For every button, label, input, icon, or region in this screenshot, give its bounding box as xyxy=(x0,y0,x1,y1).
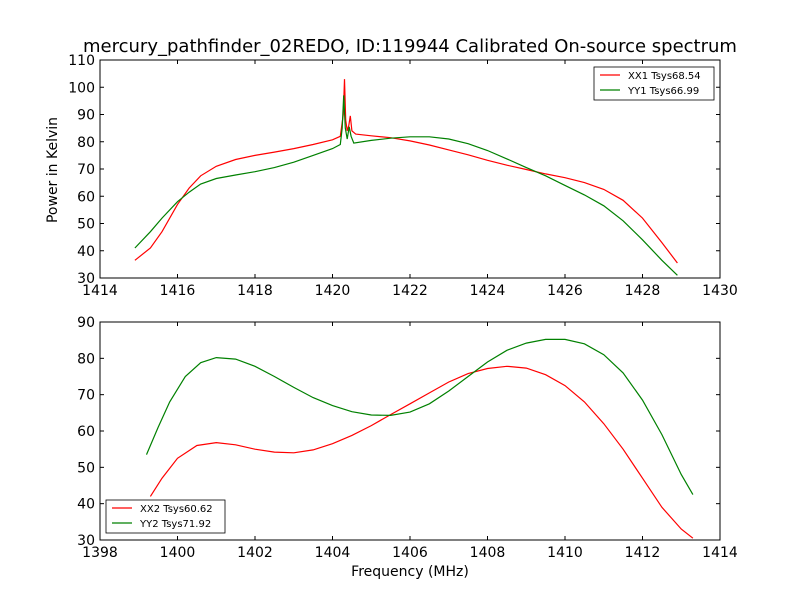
y-tick-label: 100 xyxy=(68,80,95,96)
x-tick-label: 1416 xyxy=(160,283,196,299)
chart-title: mercury_pathfinder_02REDO, ID:119944 Cal… xyxy=(83,36,737,57)
y-tick-label: 40 xyxy=(77,497,95,513)
x-tick-label: 1428 xyxy=(625,283,661,299)
legend-label: XX2 Tsys60.62 xyxy=(140,504,213,515)
x-tick-label: 1406 xyxy=(392,545,428,561)
x-tick-label: 1404 xyxy=(315,545,351,561)
x-axis-label: Frequency (MHz) xyxy=(351,564,469,580)
series-line-yy1 xyxy=(134,95,678,276)
x-tick-label: 1430 xyxy=(702,283,738,299)
x-tick-label: 1414 xyxy=(82,283,118,299)
x-tick-label: 1410 xyxy=(547,545,583,561)
y-tick-label: 50 xyxy=(77,217,95,233)
x-tick-label: 1426 xyxy=(547,283,583,299)
x-tick-label: 1412 xyxy=(625,545,661,561)
legend: XX1 Tsys68.54 YY1 Tsys66.99 xyxy=(593,66,715,101)
top-panel: 1414 1416 1418 1420 1422 1424 1426 1428 1430 30 40… xyxy=(68,53,738,299)
y-tick-label: 80 xyxy=(77,135,95,151)
series-line-xx1 xyxy=(134,79,678,264)
y-tick-label: 70 xyxy=(77,388,95,404)
legend-box xyxy=(593,66,715,101)
y-tick-label: 90 xyxy=(77,315,95,331)
x-tick-label: 1398 xyxy=(82,545,118,561)
x-tick-label: 1420 xyxy=(315,283,351,299)
x-tick-label: 1424 xyxy=(470,283,506,299)
y-tick-label: 30 xyxy=(77,533,95,549)
bottom-panel: 1398 1400 1402 1404 1406 1408 1410 1412 1414 30 40… xyxy=(77,315,738,561)
y-tick-label: 50 xyxy=(77,460,95,476)
legend-label: YY2 Tsys71.92 xyxy=(139,519,211,530)
y-tick-label: 110 xyxy=(68,53,95,69)
legend-label: YY1 Tsys66.99 xyxy=(627,86,699,97)
legend-label: XX1 Tsys68.54 xyxy=(628,71,701,82)
y-axis-label: Power in Kelvin xyxy=(45,117,61,223)
legend: XX2 Tsys60.62 YY2 Tsys71.92 xyxy=(105,499,226,534)
legend-box xyxy=(105,499,226,534)
series-line-yy2 xyxy=(145,338,694,495)
y-tick-label: 60 xyxy=(77,189,95,205)
y-tick-label: 30 xyxy=(77,271,95,287)
y-tick-label: 80 xyxy=(77,351,95,367)
x-tick-label: 1422 xyxy=(392,283,428,299)
x-tick-label: 1402 xyxy=(237,545,273,561)
y-tick-label: 40 xyxy=(77,244,95,260)
x-tick-label: 1418 xyxy=(237,283,273,299)
y-tick-label: 60 xyxy=(77,424,95,440)
y-tick-label: 70 xyxy=(77,162,95,178)
series-line-xx2 xyxy=(149,365,694,539)
x-tick-label: 1408 xyxy=(470,545,506,561)
x-tick-label: 1400 xyxy=(160,545,196,561)
y-tick-label: 90 xyxy=(77,108,95,124)
x-tick-label: 1414 xyxy=(702,545,738,561)
